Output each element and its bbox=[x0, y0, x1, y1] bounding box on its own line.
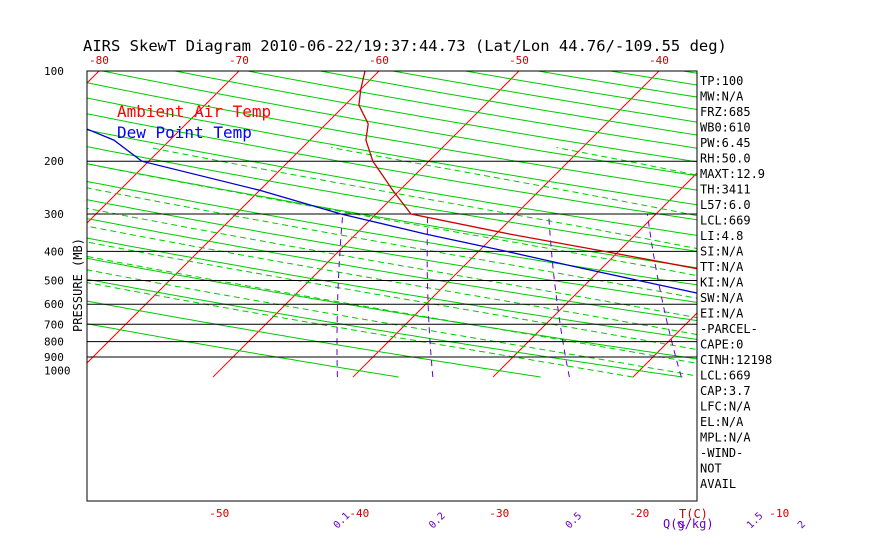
stat-label: TH:3411 bbox=[700, 183, 751, 197]
stat-label: CAPE:0 bbox=[700, 338, 743, 352]
bottom-temp-tick-label: -20 bbox=[629, 507, 649, 520]
dry-adiabat-line bbox=[87, 237, 697, 340]
top-temp-tick-label: -40 bbox=[649, 54, 669, 67]
stat-label: RH:50.0 bbox=[700, 152, 751, 166]
stat-label: TP:100 bbox=[700, 74, 743, 88]
mixing-ratio-line bbox=[548, 213, 570, 378]
stat-label: AVAIL bbox=[700, 477, 736, 491]
legend-dew-point: Dew Point Temp bbox=[117, 123, 252, 142]
mixing-ratio-line bbox=[646, 213, 682, 378]
isotherm-line bbox=[492, 172, 697, 378]
bottom-temp-tick-label: -50 bbox=[209, 507, 229, 520]
y-axis-label: PRESSURE (MB) bbox=[71, 238, 85, 332]
stat-label: NOT bbox=[700, 462, 722, 476]
stat-label: SW:N/A bbox=[700, 291, 744, 305]
dry-adiabat-line bbox=[87, 113, 697, 221]
isotherm-line bbox=[87, 71, 380, 364]
stat-label: MAXT:12.9 bbox=[700, 167, 765, 181]
dry-adiabat-line bbox=[87, 300, 541, 378]
mixing-ratio-line bbox=[426, 213, 434, 378]
stat-label: MW:N/A bbox=[700, 90, 744, 104]
stat-label: LCL:669 bbox=[700, 369, 751, 383]
dry-adiabat-line bbox=[87, 129, 697, 236]
stat-label: EL:N/A bbox=[700, 415, 744, 429]
stat-label: -WIND- bbox=[700, 446, 743, 460]
dry-adiabat-line bbox=[87, 323, 399, 378]
pressure-tick-label: 800 bbox=[44, 336, 64, 349]
stat-label: WB0:610 bbox=[700, 121, 751, 135]
stat-label: LI:4.8 bbox=[700, 229, 743, 243]
dry-adiabat-line bbox=[87, 97, 697, 206]
pressure-tick-label: 1000 bbox=[44, 365, 71, 378]
stat-label: CINH:12198 bbox=[700, 353, 772, 367]
stat-label: -PARCEL- bbox=[700, 322, 758, 336]
dry-adiabat-line bbox=[87, 180, 697, 286]
pressure-tick-label: 300 bbox=[44, 208, 64, 221]
moist-adiabat-line bbox=[87, 282, 633, 378]
x-axis-unit-label: T(C) bbox=[679, 507, 708, 521]
mixing-ratio-unit-label: Q(g/kg) bbox=[663, 517, 714, 531]
plot-frame bbox=[86, 70, 698, 502]
stat-label: EI:N/A bbox=[700, 307, 744, 321]
stat-label: KI:N/A bbox=[700, 276, 744, 290]
dry-adiabat-line bbox=[87, 218, 697, 322]
pressure-tick-label: 500 bbox=[44, 274, 64, 287]
moist-adiabat-line bbox=[87, 207, 697, 319]
moist-adiabat-line bbox=[149, 147, 697, 250]
top-temp-tick-label: -70 bbox=[229, 54, 249, 67]
bottom-temp-tick-label: -10 bbox=[769, 507, 789, 520]
dry-adiabat-line bbox=[87, 163, 697, 269]
temperature-profile bbox=[358, 71, 697, 270]
isotherm-line bbox=[87, 71, 240, 224]
dry-adiabat-line bbox=[87, 199, 697, 303]
chart-title: AIRS SkewT Diagram 2010-06-22/19:37:44.7… bbox=[83, 37, 727, 55]
pressure-tick-label: 200 bbox=[44, 155, 64, 168]
moist-adiabat-line bbox=[87, 269, 697, 377]
pressure-tick-label: 900 bbox=[44, 351, 64, 364]
dry-adiabat-line bbox=[87, 278, 683, 378]
stat-label: L57:6.0 bbox=[700, 198, 751, 212]
stat-label: LCL:669 bbox=[700, 214, 751, 228]
stat-label: FRZ:685 bbox=[700, 105, 751, 119]
stat-label: LFC:N/A bbox=[700, 400, 751, 414]
pressure-tick-label: 100 bbox=[44, 65, 64, 78]
pressure-tick-label: 400 bbox=[44, 245, 64, 258]
bottom-temp-tick-label: -30 bbox=[489, 507, 509, 520]
mixing-ratio-line bbox=[336, 213, 344, 378]
stat-label: MPL:N/A bbox=[700, 431, 751, 445]
moist-adiabat-line bbox=[87, 241, 697, 351]
isotherm-line bbox=[632, 312, 697, 378]
stat-label: PW:6.45 bbox=[700, 136, 751, 150]
bottom-temp-tick-label: -40 bbox=[349, 507, 369, 520]
stat-label: TT:N/A bbox=[700, 260, 744, 274]
top-temp-tick-label: -60 bbox=[369, 54, 389, 67]
legend-air-temp: Ambient Air Temp bbox=[117, 102, 271, 121]
stat-label: SI:N/A bbox=[700, 245, 744, 259]
dry-adiabat-line bbox=[87, 146, 697, 252]
top-temp-tick-label: -80 bbox=[89, 54, 109, 67]
dewpoint-profile bbox=[87, 128, 697, 294]
top-temp-tick-label: -50 bbox=[509, 54, 529, 67]
pressure-tick-label: 600 bbox=[44, 298, 64, 311]
pressure-tick-label: 700 bbox=[44, 318, 64, 331]
isotherm-line bbox=[212, 71, 520, 378]
stat-label: CAP:3.7 bbox=[700, 384, 751, 398]
